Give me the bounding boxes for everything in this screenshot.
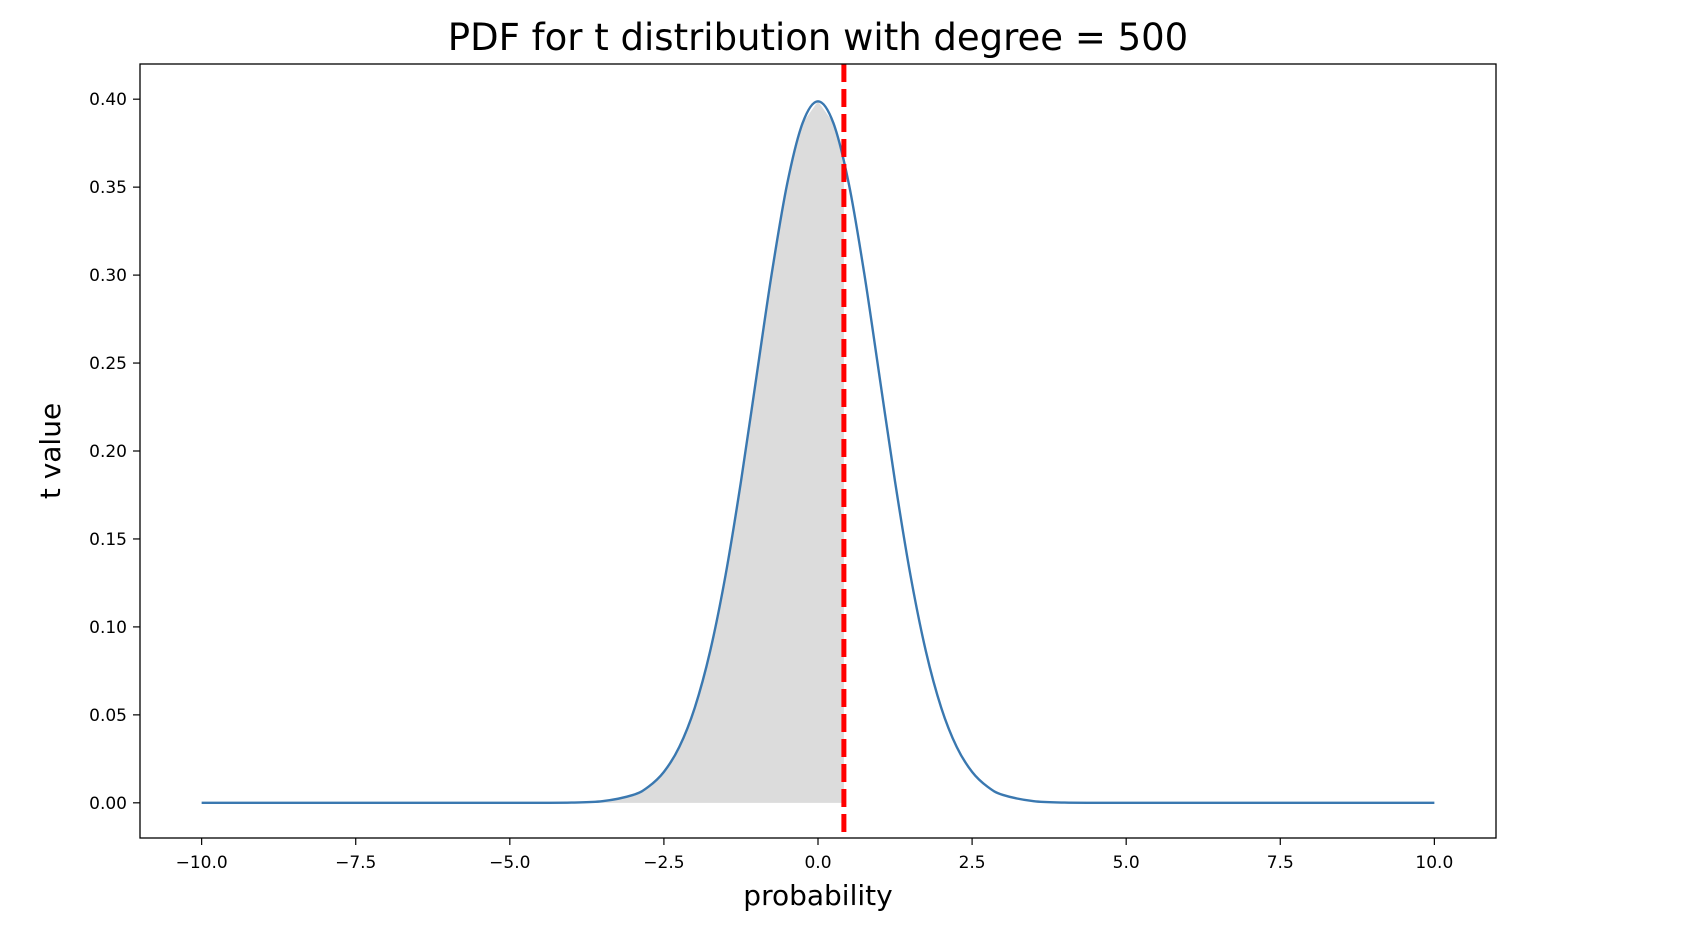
x-tick-label: 0.0: [804, 853, 831, 873]
y-tick-label: 0.15: [89, 530, 127, 550]
y-tick-label: 0.00: [89, 794, 127, 814]
pdf-curve: [201, 100, 1435, 805]
y-tick-label: 0.20: [89, 442, 127, 462]
y-tick-label: 0.10: [89, 618, 127, 638]
x-tick-label: −5.0: [489, 853, 530, 873]
x-axis-label: probability: [743, 879, 892, 912]
plot-area: [201, 64, 1435, 838]
x-tick-label: 5.0: [1113, 853, 1140, 873]
x-tick-label: −7.5: [335, 853, 376, 873]
x-tick-label: −10.0: [176, 853, 228, 873]
y-tick-label: 0.25: [89, 354, 127, 374]
x-tick-label: 2.5: [959, 853, 986, 873]
x-tick-label: 7.5: [1267, 853, 1294, 873]
x-tick-label: 10.0: [1415, 853, 1453, 873]
shaded-area: [201, 101, 844, 803]
y-tick-label: 0.40: [89, 90, 127, 110]
y-axis-label: t value: [34, 403, 67, 499]
y-tick-label: 0.35: [89, 178, 127, 198]
y-axis: 0.00 0.05 0.10 0.15 0.20 0.25 0.30 0.35 0.40: [89, 90, 140, 814]
x-axis: −10.0 −7.5 −5.0 −2.5 0.0 2.5 5.0 7.5 10.0: [176, 838, 1453, 873]
y-tick-label: 0.05: [89, 706, 127, 726]
chart-title: PDF for t distribution with degree = 500: [448, 16, 1188, 59]
y-tick-label: 0.30: [89, 266, 127, 286]
x-tick-label: −2.5: [643, 853, 684, 873]
